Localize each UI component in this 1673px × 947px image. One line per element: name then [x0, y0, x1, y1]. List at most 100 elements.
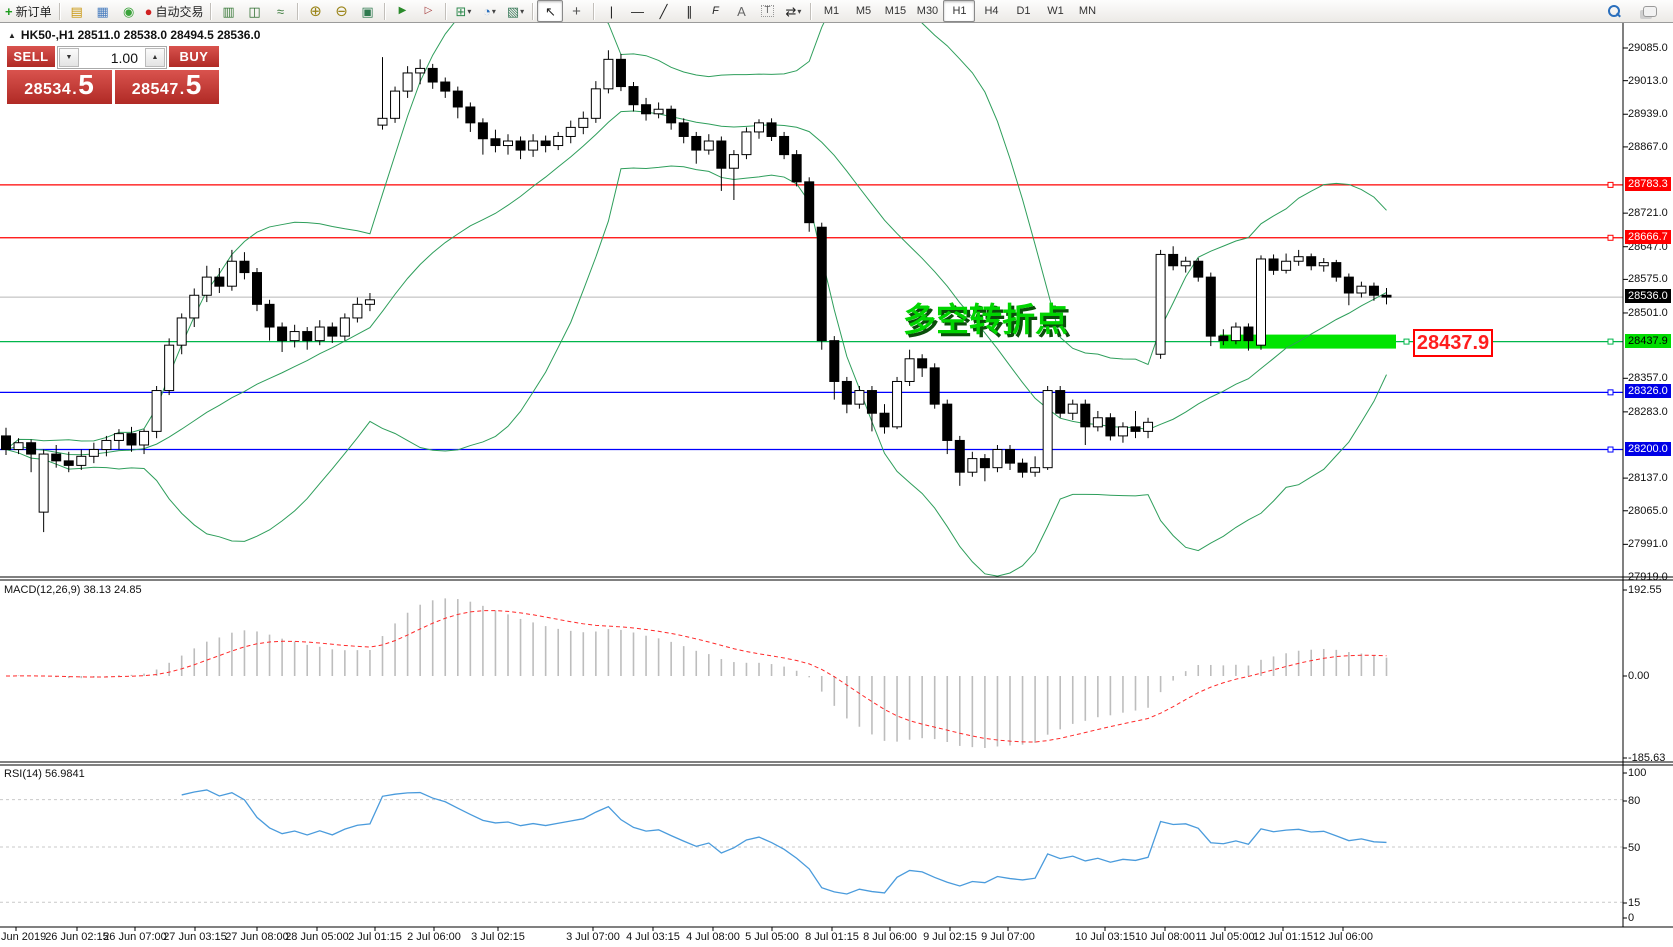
collapse-panel-icon[interactable]: ▲ — [8, 30, 16, 40]
volume-increase-button[interactable]: ▲ — [145, 48, 165, 67]
candle-body — [214, 276, 225, 287]
timeframe-m30-button[interactable]: M30 — [916, 5, 939, 17]
line-chart-button[interactable]: ≈ — [267, 0, 293, 22]
macd-signal-line — [5, 610, 1387, 743]
candle-body — [390, 90, 401, 119]
market-watch-button[interactable]: ▦ — [90, 0, 116, 22]
candle-body — [615, 58, 626, 88]
timeframe-w1-button[interactable]: W1 — [1047, 5, 1064, 17]
candle-body — [327, 326, 338, 337]
candle-body — [477, 122, 488, 140]
candle-body — [377, 117, 388, 126]
candle-body — [38, 453, 49, 513]
time-tick-label: 27 Jun 08:00 — [225, 931, 289, 943]
time-tick-label: 12 Jul 06:00 — [1313, 931, 1373, 943]
line-anchor — [1607, 181, 1614, 188]
periods-button[interactable]: ◔ ▾ — [476, 0, 502, 22]
autotrading-label: 自动交易 — [155, 4, 204, 19]
candlestick-chart-button[interactable]: ◫ — [241, 0, 267, 22]
volume-stepper: ▼ 1.00 ▲ — [57, 46, 167, 69]
time-tick-label: 26 Jun 02:15 — [45, 931, 109, 943]
candle-body — [515, 140, 526, 151]
text-label-tool[interactable]: T — [754, 0, 780, 22]
fibonacci-tool[interactable]: F — [702, 0, 728, 22]
buy-button[interactable]: BUY — [169, 46, 219, 69]
cursor-tool-button[interactable]: ↖ — [537, 0, 564, 22]
vertical-line-tool[interactable]: | — [598, 0, 624, 22]
symbol-ohlc-title: HK50-,H1 28511.0 28538.0 28494.5 28536.0 — [20, 28, 261, 42]
candle-body — [929, 367, 940, 405]
candle-body — [63, 460, 74, 466]
macd-label: MACD(12,26,9) 38.13 24.85 — [4, 584, 142, 596]
chart-shift-button[interactable]: ▷ — [415, 0, 441, 22]
buy-price-button[interactable]: 28547 . 5 — [114, 70, 219, 104]
toolbar-separator — [810, 2, 812, 20]
timeframe-m1-button[interactable]: M1 — [823, 5, 840, 17]
chevron-down-icon: ▾ — [467, 6, 472, 16]
auto-scroll-button[interactable]: ▶ — [389, 0, 415, 22]
candle-body — [26, 442, 37, 455]
candle-body — [904, 358, 915, 382]
new-order-label: 新订单 — [15, 4, 52, 19]
macd-panel — [5, 598, 1388, 749]
fibonacci-icon: F — [712, 4, 719, 17]
search-icon — [1607, 4, 1621, 18]
profile-button[interactable]: ▤ — [64, 0, 90, 22]
timeframe-mn-button[interactable]: MN — [1078, 5, 1097, 17]
candle-body — [967, 458, 978, 473]
rsi-tick-label: 80 — [1628, 795, 1641, 807]
candle-body — [164, 344, 175, 392]
bar-chart-button[interactable]: ▥ — [215, 0, 241, 22]
candle-body — [1218, 335, 1229, 342]
candle-body — [289, 331, 300, 342]
volume-decrease-button[interactable]: ▼ — [59, 48, 79, 67]
timeframe-d1-button[interactable]: D1 — [1016, 5, 1031, 17]
candle-body — [603, 58, 614, 90]
candle-body — [628, 86, 639, 106]
channel-tool[interactable]: ∥ — [676, 0, 702, 22]
candle-body — [979, 458, 990, 469]
sell-price-button[interactable]: 28534 . 5 — [7, 70, 112, 104]
indicators-button[interactable]: ⊞ ▾ — [450, 0, 476, 22]
signals-button[interactable]: ◉ — [116, 0, 142, 22]
search-button[interactable] — [1601, 0, 1627, 22]
price-tick-label: 28867.0 — [1628, 140, 1668, 153]
text-icon: A — [737, 3, 746, 19]
arrows-tool[interactable]: ⇄ ▾ — [780, 0, 806, 22]
candle-body — [252, 272, 262, 305]
timeframe-m5-button[interactable]: M5 — [855, 5, 872, 17]
timeframe-h1-button[interactable]: H1 — [943, 0, 976, 22]
chat-button[interactable] — [1637, 0, 1663, 22]
trendline-tool[interactable]: ╱ — [650, 0, 676, 22]
chart-annotation-text[interactable]: 多空转折点 — [903, 301, 1068, 338]
candle-body — [779, 135, 790, 156]
tile-windows-button[interactable]: ▣ — [354, 0, 380, 22]
templates-button[interactable]: ▧ ▾ — [502, 0, 528, 22]
timeframe-h4-button[interactable]: H4 — [984, 5, 999, 17]
candle-body — [1368, 285, 1379, 296]
sell-price-dot: . — [72, 81, 78, 98]
text-tool[interactable]: A — [728, 0, 754, 22]
chat-icon — [1643, 5, 1657, 17]
horizontal-line-tool[interactable]: — — [624, 0, 650, 22]
signal-icon: ◉ — [122, 3, 135, 19]
timeframe-m15-button[interactable]: M15 — [884, 5, 907, 17]
candle-body — [490, 138, 501, 147]
candle-body — [226, 260, 237, 287]
crosshair-tool-button[interactable]: + — [563, 0, 589, 22]
zoom-out-button[interactable]: ⊖ — [328, 0, 354, 22]
sell-button[interactable]: SELL — [7, 46, 55, 69]
time-tick-label: 25 Jun 2019 — [0, 931, 47, 943]
new-order-button[interactable]: + 新订单 — [2, 0, 55, 22]
candle-body — [126, 433, 137, 446]
time-tick-label: 3 Jul 02:15 — [471, 931, 525, 943]
level-price-callout[interactable]: 28437.9 — [1413, 329, 1493, 357]
candle-body — [1080, 403, 1091, 428]
rsi-tick-label: 15 — [1628, 897, 1641, 909]
autotrading-button[interactable]: ● 自动交易 — [142, 0, 207, 22]
zoom-in-button[interactable]: ⊕ — [302, 0, 328, 22]
volume-input[interactable]: 1.00 — [110, 49, 138, 66]
candle-body — [1306, 256, 1317, 267]
